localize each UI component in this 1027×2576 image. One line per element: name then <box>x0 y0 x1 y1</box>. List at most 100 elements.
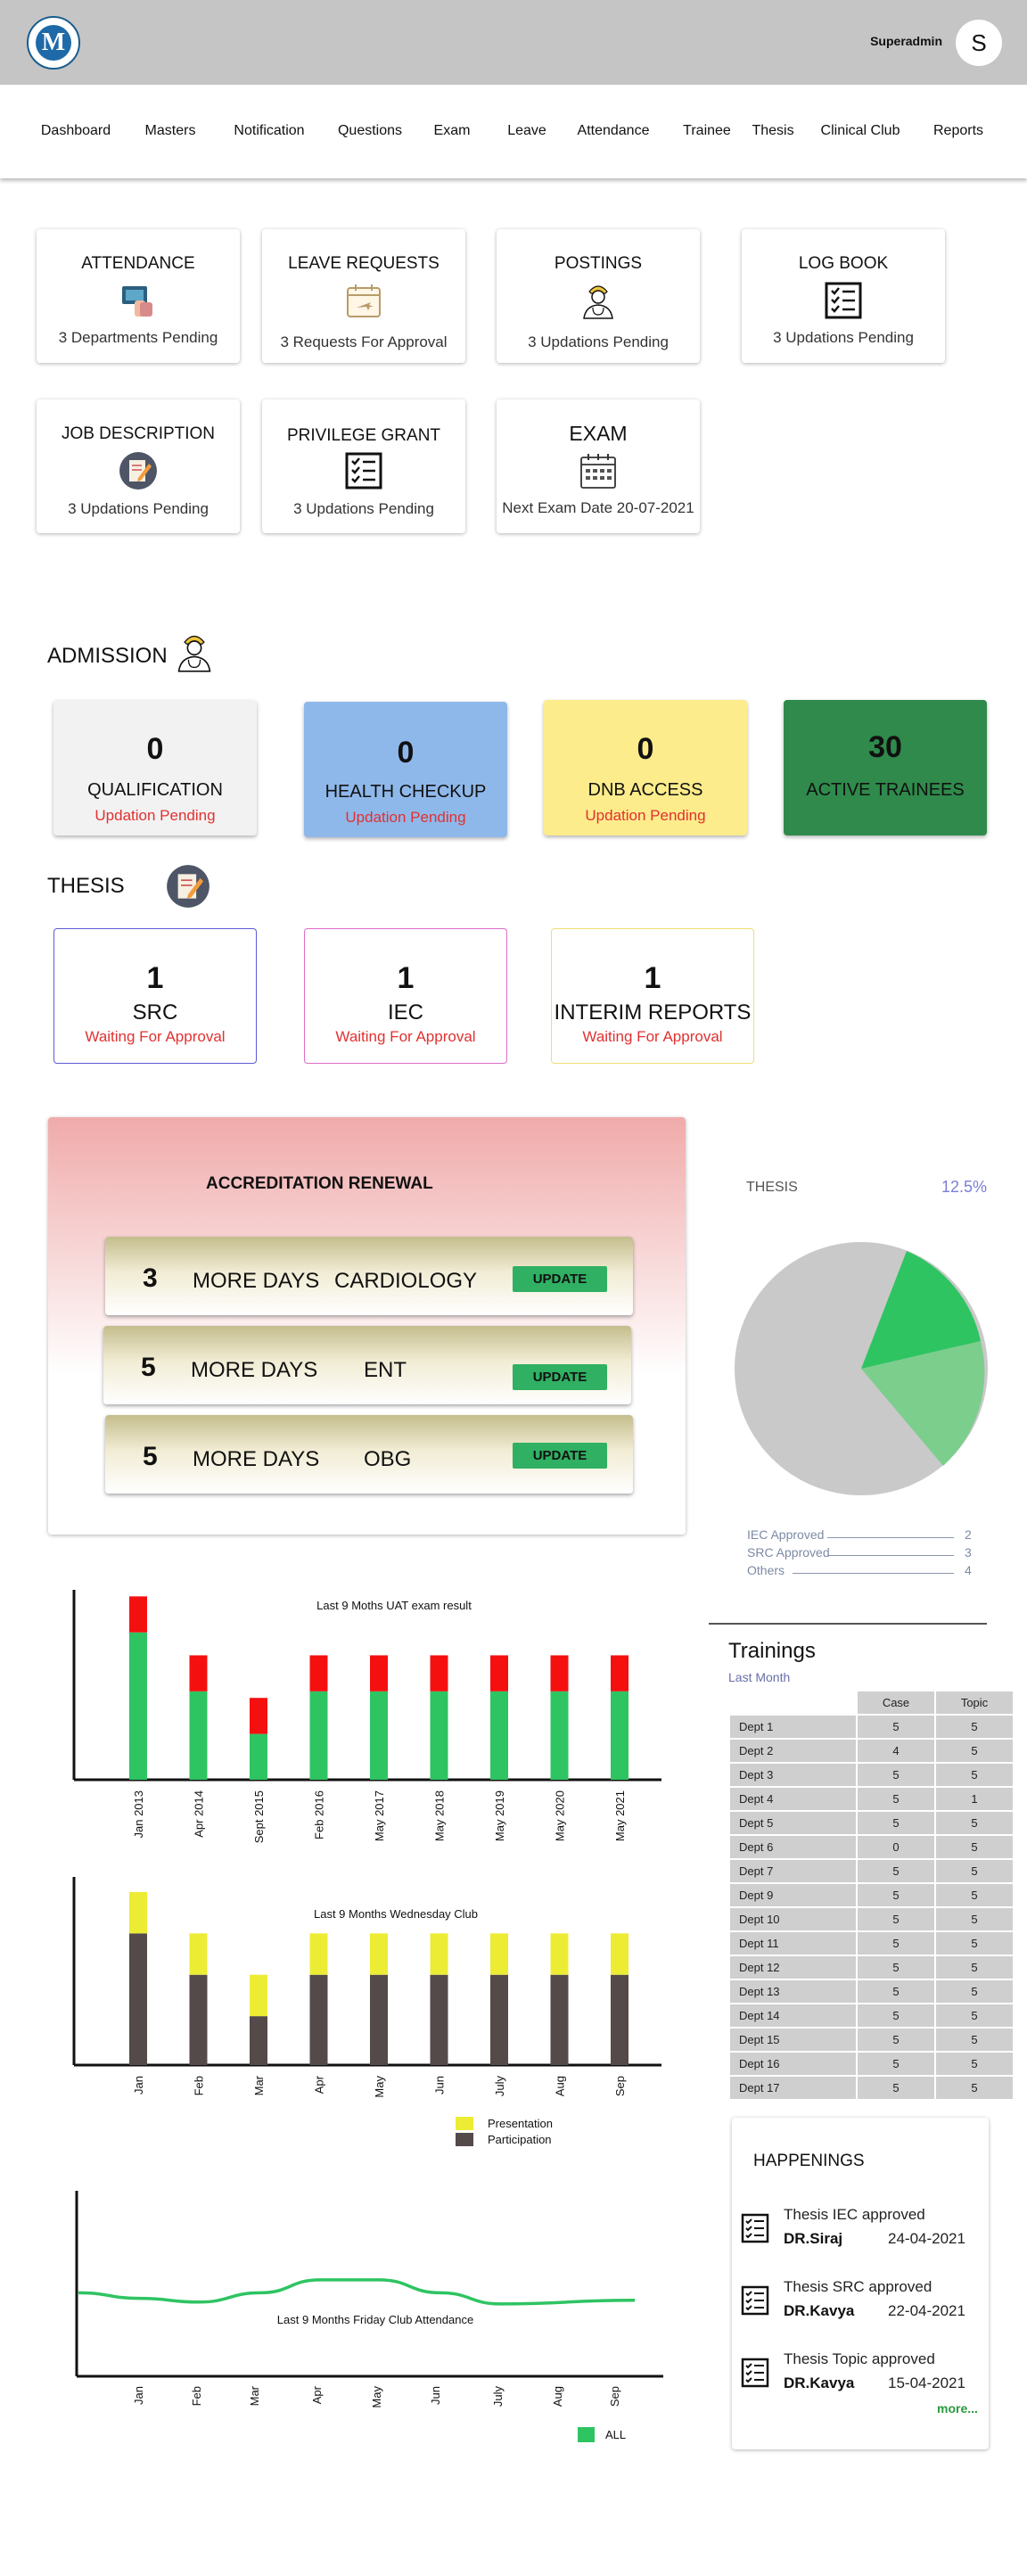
topic-cell: 5 <box>936 1956 1013 1979</box>
nav-leave[interactable]: Leave <box>507 123 546 138</box>
bar-segment <box>250 2016 267 2065</box>
pie-slice-src <box>861 1341 985 1466</box>
job-description-card[interactable]: JOB DESCRIPTION 3 Updations Pending <box>37 399 240 533</box>
stat-status: Updation Pending <box>345 809 466 826</box>
tick-label: May <box>370 2386 383 2408</box>
checklist-icon <box>825 282 862 319</box>
leave-requests-card[interactable]: LEAVE REQUESTS 3 Requests For Approval <box>262 229 465 363</box>
nav-dashboard[interactable]: Dashboard <box>40 123 111 138</box>
dept-cell: Dept 2 <box>730 1740 856 1762</box>
bar-segment <box>250 1974 267 2017</box>
nav-thesis[interactable]: Thesis <box>752 123 794 138</box>
checklist-icon <box>741 2213 769 2243</box>
card-title: PRIVILEGE GRANT <box>286 426 441 445</box>
thesis-label: INTERIM REPORTS <box>554 1000 752 1025</box>
tick-label: May 2017 <box>373 1790 386 1841</box>
renewal-item: 5 MORE DAYS ENT UPDATE <box>103 1326 631 1404</box>
thesis-status: Waiting For Approval <box>582 1028 723 1045</box>
card-sub: 3 Updations Pending <box>293 500 434 517</box>
pie-legend-item: IEC Approved 2 <box>747 1527 972 1542</box>
update-button[interactable]: UPDATE <box>513 1443 607 1469</box>
legend-label: Others <box>747 1563 785 1577</box>
postings-card[interactable]: POSTINGS 3 Updations Pending <box>497 229 700 363</box>
tick-label: May 2021 <box>613 1790 627 1841</box>
renewal-item: 5 MORE DAYS OBG UPDATE <box>105 1415 633 1494</box>
table-row: Dept 13 5 5 <box>730 1980 1013 2003</box>
happening-item[interactable]: Thesis SRC approved DR.Kavya 22-04-2021 <box>741 2278 982 2332</box>
log-book-card[interactable]: LOG BOOK 3 Updations Pending <box>742 229 945 363</box>
stat-value: 0 <box>637 732 654 766</box>
bar-segment <box>189 1933 208 1975</box>
tick-label: Feb <box>193 2076 206 2095</box>
stat-status: Updation Pending <box>94 807 216 824</box>
renewal-days: 3 <box>143 1263 158 1293</box>
avatar[interactable]: S <box>956 20 1002 66</box>
chart-title: Last 9 Moths UAT exam result <box>316 1599 472 1612</box>
interim-reports-card[interactable]: 1 INTERIM REPORTS Waiting For Approval <box>551 928 754 1064</box>
bar-segment <box>490 1655 508 1691</box>
privilege-grant-card[interactable]: PRIVILEGE GRANT 3 Updations Pending <box>262 399 465 533</box>
active-trainees-stat[interactable]: 30 ACTIVE TRAINEES <box>784 700 987 835</box>
iec-card[interactable]: 1 IEC Waiting For Approval <box>304 928 507 1064</box>
tick-label: Aug <box>554 2076 567 2096</box>
nav-exam[interactable]: Exam <box>433 123 471 138</box>
health-checkup-stat[interactable]: 0 HEALTH CHECKUP Updation Pending <box>304 702 507 837</box>
happening-name: DR.Kavya <box>784 2374 855 2391</box>
legend-label: ALL <box>605 2428 626 2441</box>
dnb-access-stat[interactable]: 0 DNB ACCESS Updation Pending <box>544 700 747 835</box>
card-sub: 3 Updations Pending <box>528 333 669 350</box>
nav-notification[interactable]: Notification <box>234 123 305 138</box>
friday-club-chart: Last 9 Months Friday Club Attendance Jan F… <box>75 2191 663 2442</box>
bar-segment <box>611 1655 629 1691</box>
more-link[interactable]: more... <box>937 2401 978 2416</box>
happening-name: DR.Siraj <box>784 2230 843 2247</box>
tick-label: May <box>373 2076 386 2098</box>
happening-name: DR.Kavya <box>784 2302 855 2319</box>
nav-attendance[interactable]: Attendance <box>577 123 650 138</box>
logo[interactable]: M <box>27 16 80 70</box>
tick-label: Apr <box>313 2075 326 2094</box>
doctor-icon <box>177 635 211 672</box>
nav-questions[interactable]: Questions <box>337 123 403 138</box>
nav-masters[interactable]: Masters <box>144 123 196 138</box>
nav-reports[interactable]: Reports <box>933 123 984 138</box>
topic-cell: 5 <box>936 2004 1013 2027</box>
topic-cell: 5 <box>936 1716 1013 1738</box>
nav-trainee[interactable]: Trainee <box>683 123 731 138</box>
bar-segment <box>129 1933 147 2065</box>
exam-card[interactable]: EXAM Next Exam Date 20-07-2021 <box>497 399 700 533</box>
table-row: Dept 14 5 5 <box>730 2004 1013 2027</box>
nav-clinical-club[interactable]: Clinical Club <box>820 123 900 138</box>
stat-label: DNB ACCESS <box>587 780 703 800</box>
renewal-days: 5 <box>141 1353 156 1382</box>
tick-label: Sept 2015 <box>252 1790 266 1843</box>
checklist-icon <box>741 2358 769 2388</box>
table-header-topic: Topic <box>936 1691 1013 1714</box>
trainings-table: Case Topic Dept 1 5 5 Dept 2 4 5 Dept 3 5 5 Dept … <box>728 1690 1015 2101</box>
dept-cell: Dept 10 <box>730 1908 856 1930</box>
accreditation-renewal-panel: ACCREDITATION RENEWAL 3 MORE DAYS CARDIO… <box>48 1117 686 1535</box>
legend-swatch <box>578 2427 595 2442</box>
renewal-days-label: MORE DAYS <box>193 1269 320 1293</box>
tick-label: Feb <box>190 2386 203 2406</box>
renewal-department: ENT <box>364 1358 407 1382</box>
attendance-card[interactable]: ATTENDANCE 3 Departments Pending <box>37 229 240 363</box>
thesis-heading: THESIS <box>47 874 125 898</box>
tick-label: Aug <box>551 2386 564 2407</box>
pie-percent: 12.5% <box>941 1178 988 1196</box>
topic-cell: 5 <box>936 2077 1013 2099</box>
update-button[interactable]: UPDATE <box>513 1266 607 1292</box>
uat-exam-chart: Last 9 Moths UAT exam result Jan 2013 Apr … <box>72 1590 661 1843</box>
tick-label: Sep <box>613 2076 627 2096</box>
qualification-stat[interactable]: 0 QUALIFICATION Updation Pending <box>53 700 257 835</box>
happening-item[interactable]: Thesis Topic approved DR.Kavya 15-04-202… <box>741 2350 982 2404</box>
trainings-title: Trainings <box>728 1639 816 1663</box>
update-button[interactable]: UPDATE <box>513 1364 607 1390</box>
src-card[interactable]: 1 SRC Waiting For Approval <box>53 928 257 1064</box>
case-cell: 5 <box>858 1788 934 1810</box>
happening-item[interactable]: Thesis IEC approved DR.Siraj 24-04-2021 <box>741 2206 982 2259</box>
card-title: LOG BOOK <box>798 254 889 273</box>
